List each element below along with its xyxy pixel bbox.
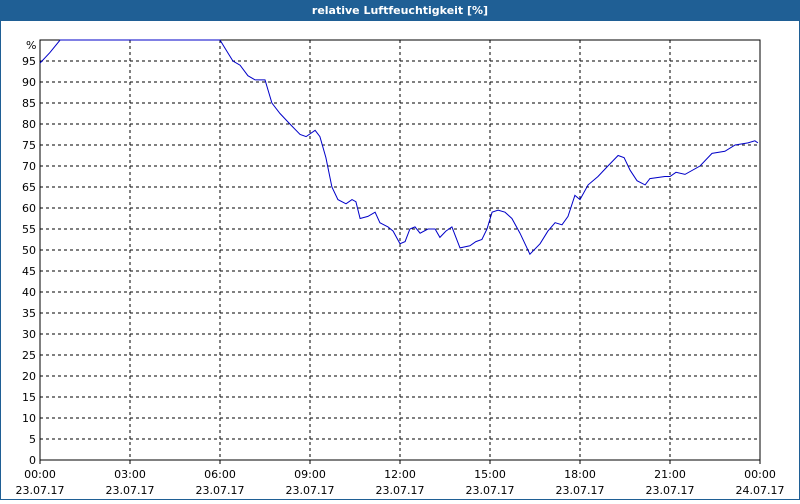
x-tick-date: 23.07.17	[196, 484, 245, 497]
y-tick-label: 50	[22, 244, 36, 257]
x-tick-date: 24.07.17	[736, 484, 785, 497]
y-tick-label: 20	[22, 370, 36, 383]
y-tick-label: 0	[29, 454, 36, 467]
x-tick-label: 03:00	[114, 468, 146, 481]
x-tick-label: 09:00	[294, 468, 326, 481]
chart-title: relative Luftfeuchtigkeit [%]	[312, 4, 488, 17]
y-tick-label: 90	[22, 76, 36, 89]
x-tick-label: 12:00	[384, 468, 416, 481]
x-tick-label: 00:00	[744, 468, 776, 481]
x-tick-date: 23.07.17	[646, 484, 695, 497]
y-tick-label: 75	[22, 139, 36, 152]
y-tick-label: 70	[22, 160, 36, 173]
y-tick-label: 5	[29, 433, 36, 446]
x-tick-label: 18:00	[564, 468, 596, 481]
y-tick-label: 55	[22, 223, 36, 236]
y-tick-label: 60	[22, 202, 36, 215]
x-tick-label: 21:00	[654, 468, 686, 481]
title-bar	[0, 0, 800, 21]
y-tick-label: 40	[22, 286, 36, 299]
x-tick-date: 23.07.17	[376, 484, 425, 497]
y-tick-label: 25	[22, 349, 36, 362]
plot-border	[39, 39, 761, 461]
y-tick-label: 45	[22, 265, 36, 278]
y-tick-label: 85	[22, 97, 36, 110]
y-tick-label: 80	[22, 118, 36, 131]
x-tick-label: 15:00	[474, 468, 506, 481]
y-tick-label: 15	[22, 391, 36, 404]
line	[39, 39, 759, 256]
y-tick-label: 95	[22, 55, 36, 68]
x-tick-date: 23.07.17	[286, 484, 335, 497]
x-tick-date: 23.07.17	[556, 484, 605, 497]
y-tick-label: 35	[22, 307, 36, 320]
x-tick-label: 00:00	[24, 468, 56, 481]
x-tick-date: 23.07.17	[16, 484, 65, 497]
y-tick-label: 65	[22, 181, 36, 194]
x-tick-date: 23.07.17	[466, 484, 515, 497]
y-tick-label: 30	[22, 328, 36, 341]
x-tick-date: 23.07.17	[106, 484, 155, 497]
x-tick-label: 06:00	[204, 468, 236, 481]
y-unit: %	[26, 39, 36, 52]
y-tick-label: 10	[22, 412, 36, 425]
